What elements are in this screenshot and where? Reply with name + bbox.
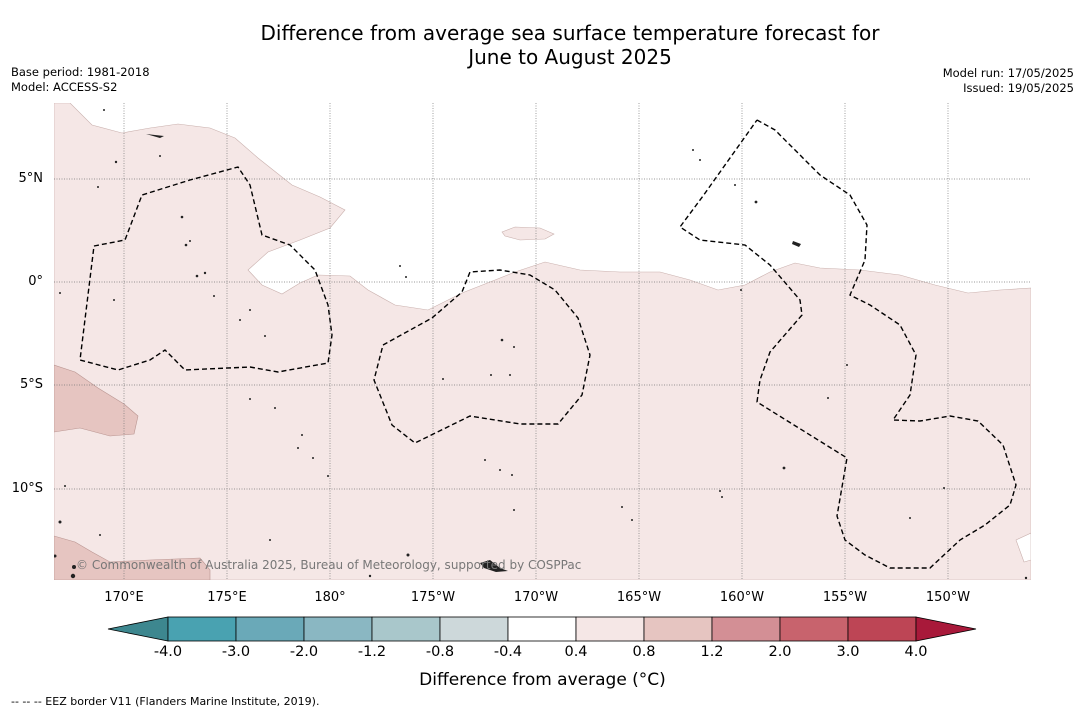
eez-border-central [373,269,591,444]
meta-left: Base period: 1981-2018 Model: ACCESS-S2 [11,65,150,94]
lon-label: 170°W [513,590,559,605]
eez-border-west [79,166,333,373]
colorbar-tick: -2.0 [289,644,319,660]
anomaly-region-0.4-0.8 [54,103,1031,580]
lon-label: 170°E [104,590,144,605]
colorbar-tick: -1.2 [357,644,387,660]
colorbar-tick: 2.0 [768,644,792,660]
lon-label: 175°E [207,590,247,605]
lat-label: 5°S [19,377,43,392]
lon-label: 150°W [925,590,971,605]
issued-date: Issued: 19/05/2025 [963,80,1074,95]
eez-borders [79,119,1017,569]
colorbar-extend-high [915,616,977,642]
colorbar-tick: 1.2 [700,644,724,660]
colorbar-tick: 3.0 [836,644,860,660]
lon-label: 175°W [410,590,456,605]
colorbar-tick: -4.0 [153,644,183,660]
model-name: Model: ACCESS-S2 [11,79,118,94]
gridlines [54,103,1031,580]
credit-text: © Commonwealth of Australia 2025, Bureau… [76,558,582,572]
colorbar-segment [779,616,849,642]
lon-label: 180° [314,590,346,605]
colorbar [107,616,977,642]
eez-footnote: -- -- -- EEZ border V11 (Flanders Marine… [11,695,320,708]
base-period: Base period: 1981-2018 [11,65,150,79]
eez-border-east [678,119,1017,569]
colorbar-segment [167,616,237,642]
colorbar-segment [303,616,373,642]
colorbar-segment [235,616,305,642]
colorbar-tick: 0.8 [632,644,656,660]
colorbar-segment [575,616,645,642]
colorbar-tick: 4.0 [904,644,928,660]
lat-label: 0° [28,274,43,289]
lat-label: 5°N [18,171,44,186]
colorbar-segment [507,616,577,642]
islands [54,109,1028,580]
colorbar-tick: -0.8 [425,644,455,660]
colorbar-segment [371,616,441,642]
colorbar-segment [711,616,781,642]
colorbar-tick: -0.4 [493,644,523,660]
lon-label: 160°W [719,590,765,605]
lon-label: 155°W [822,590,868,605]
lat-label: 10°S [11,481,43,496]
meta-right: Model run: 17/05/2025 Issued: 19/05/2025 [943,66,1074,95]
title-line-1: Difference from average sea surface temp… [260,21,880,45]
colorbar-segment [643,616,713,642]
white-coast-patch [1015,532,1031,563]
lon-label: 165°W [616,590,662,605]
title-line-2: June to August 2025 [468,45,672,69]
colorbar-tick: 0.4 [564,644,588,660]
colorbar-segment [847,616,917,642]
anomaly-region-0.8-1.2-west [54,364,139,437]
model-run: Model run: 17/05/2025 [942,66,1074,80]
colorbar-title: Difference from average (°C) [419,670,666,690]
anomaly-region-0.8-1.2-southwest [54,535,211,580]
colorbar-extend-low [107,616,169,642]
colorbar-tick: -3.0 [221,644,251,660]
anomaly-patch [501,226,555,241]
colorbar-segment [439,616,509,642]
chart-title: Difference from average sea surface temp… [0,21,1085,69]
